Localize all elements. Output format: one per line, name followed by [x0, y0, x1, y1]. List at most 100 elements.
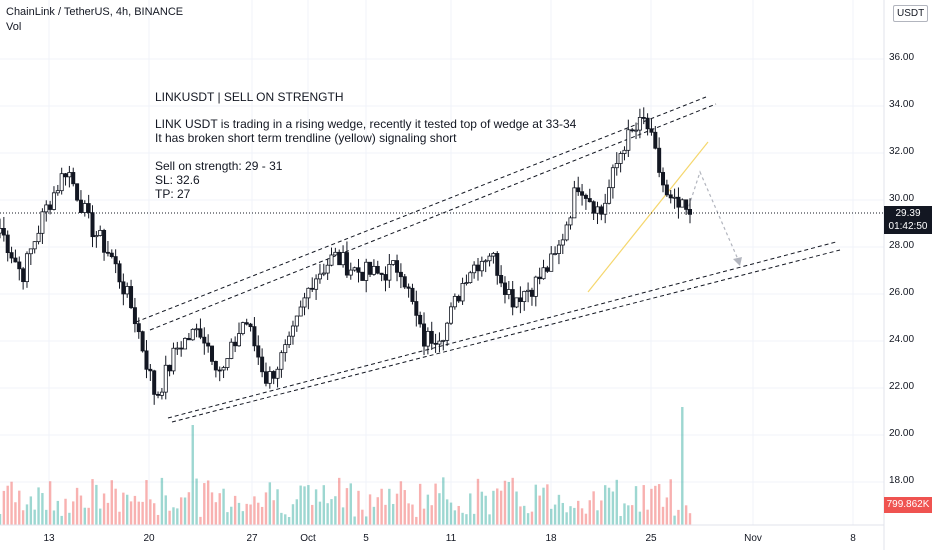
candle-body — [0, 228, 3, 234]
volume-bar — [334, 496, 337, 525]
candle-body — [352, 267, 357, 271]
candle-body — [44, 204, 49, 213]
candle-body — [583, 194, 588, 199]
volume-bar — [145, 480, 148, 525]
candle-body — [653, 131, 658, 149]
candle-body — [290, 325, 295, 337]
volume-bar — [511, 477, 514, 525]
projection-arrowhead — [733, 257, 742, 266]
candle-body — [175, 347, 180, 350]
volume-bar — [538, 495, 541, 525]
currency-badge[interactable]: USDT — [893, 5, 929, 22]
candle-body — [144, 350, 149, 370]
volume-bar — [654, 485, 657, 525]
candle-body — [610, 167, 615, 189]
candle-body — [267, 371, 272, 384]
time-label: 18 — [545, 533, 557, 544]
volume-bar — [311, 504, 314, 525]
volume-bar — [118, 511, 121, 525]
volume-bar — [56, 500, 60, 525]
volume-bar — [45, 509, 48, 525]
candle-body — [437, 340, 442, 345]
volume-bar — [48, 481, 52, 525]
candle-body — [603, 202, 608, 215]
volume-bar — [530, 511, 534, 525]
candle-body — [576, 187, 581, 193]
volume-bar — [133, 495, 137, 525]
candle-body — [279, 352, 284, 370]
volume-bar — [584, 513, 588, 525]
volume-bar — [299, 485, 302, 525]
candle-body — [136, 323, 141, 333]
candle-body — [294, 315, 299, 327]
candle-body — [36, 232, 41, 243]
candle-body — [483, 260, 488, 263]
volume-bar — [129, 501, 133, 525]
volume-bar — [426, 494, 430, 525]
candle-body — [275, 368, 280, 379]
candle-body — [487, 255, 492, 262]
candle-body — [545, 267, 550, 272]
candle-body — [59, 173, 64, 192]
candle-body — [206, 342, 211, 347]
candle-body — [595, 206, 600, 214]
candle-body — [194, 328, 199, 331]
volume-bar — [303, 486, 306, 525]
candle-body — [210, 345, 215, 362]
candle-body — [664, 184, 669, 196]
volume-bar — [380, 488, 383, 525]
candle-body — [102, 230, 107, 253]
volume-bar — [326, 503, 329, 525]
candle-body — [125, 286, 130, 295]
volume-bar — [79, 495, 83, 525]
candle-body — [468, 272, 473, 283]
volume-bar — [210, 492, 214, 525]
candle-body — [24, 253, 29, 283]
volume-bar — [361, 509, 364, 525]
candle-body — [148, 368, 153, 372]
candle-body — [499, 275, 504, 284]
volume-bar — [688, 513, 692, 525]
volume-bar — [619, 516, 622, 525]
price-label: 24.00 — [889, 334, 915, 345]
candle-body — [410, 287, 415, 302]
volume-bar — [195, 478, 198, 525]
volume-bar — [449, 502, 453, 525]
candle-body — [113, 256, 118, 265]
volume-bar — [349, 483, 352, 525]
candle-body — [368, 261, 373, 275]
volume-bar — [322, 485, 325, 525]
volume-bar — [106, 502, 110, 525]
volume-bar — [488, 514, 491, 525]
candle-body — [213, 360, 218, 371]
candle-body — [668, 194, 673, 199]
candle-body — [90, 212, 95, 238]
candle-body — [456, 295, 461, 302]
candle-body — [688, 209, 693, 215]
candle-body — [248, 323, 253, 328]
volume-bar — [430, 505, 433, 525]
projection-path — [686, 170, 741, 265]
volume-bar — [684, 505, 688, 525]
annotation-title: LINKUSDT | SELL ON STRENGTH — [155, 90, 344, 104]
candle-body — [55, 190, 60, 194]
candle-body — [298, 306, 303, 317]
volume-bar — [534, 484, 538, 525]
symbol-header[interactable]: ChainLink / TetherUS, 4h, BINANCE — [6, 6, 184, 18]
volume-bars — [0, 407, 692, 525]
volume-bar — [75, 487, 79, 525]
volume-bar — [0, 513, 2, 525]
candle-body — [337, 251, 342, 266]
volume-bar — [523, 505, 526, 525]
volume-legend[interactable]: Vol — [6, 21, 22, 33]
volume-bar — [68, 512, 71, 525]
volume-bar — [245, 503, 248, 525]
volume-bar — [388, 488, 391, 525]
volume-bar — [330, 499, 333, 525]
volume-value-tag: 799.862K — [884, 497, 932, 513]
volume-bar — [37, 487, 40, 525]
volume-bar — [492, 490, 495, 525]
candle-body — [395, 260, 400, 273]
volume-bar — [18, 490, 21, 525]
